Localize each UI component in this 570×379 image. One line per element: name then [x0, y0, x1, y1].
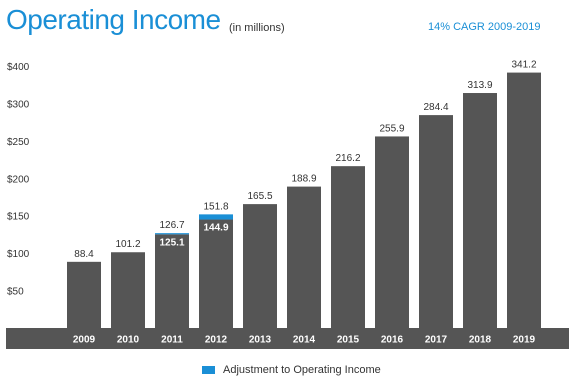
y-tick-label: $400: [7, 62, 30, 73]
value-label-2011: 126.7: [159, 220, 184, 231]
y-tick-label: $150: [7, 212, 30, 223]
chart-subtitle: (in millions): [229, 22, 285, 34]
inner-value-label-2011: 125.1: [159, 237, 184, 248]
x-tick-label-2013: 2013: [249, 335, 272, 346]
value-labels: 88.4 101.2 126.7 125.1 151.8 144.9 165.5 188.9 2…: [74, 60, 537, 260]
x-tick-label-2018: 2018: [469, 335, 492, 346]
y-tick-label: $250: [7, 137, 30, 148]
x-tick-label-2017: 2017: [425, 335, 448, 346]
bar-2019: [507, 72, 541, 328]
bar-2010: [111, 252, 145, 328]
x-tick-label-2019: 2019: [513, 335, 536, 346]
value-label-2018: 313.9: [467, 80, 492, 91]
bar-2017: [419, 115, 453, 328]
bar-2018: [463, 93, 497, 328]
x-axis-band-rect: [6, 328, 569, 349]
x-tick-label-2012: 2012: [205, 335, 228, 346]
x-axis-labels: 2009 2010 2011 2012 2013 2014 2015 2016 2017 2018…: [73, 335, 536, 346]
chart-title: Operating Income: [6, 4, 221, 35]
adjustment-bar-2011: [155, 233, 189, 235]
x-axis-band: [6, 328, 569, 349]
value-label-2010: 101.2: [115, 239, 140, 250]
x-tick-label-2016: 2016: [381, 335, 404, 346]
y-tick-label: $50: [7, 287, 24, 298]
legend-label: Adjustment to Operating Income: [223, 364, 381, 376]
bar-2014: [287, 186, 321, 328]
bar-2015: [331, 166, 365, 328]
adjustment-bar-2012: [199, 214, 233, 220]
x-tick-label-2010: 2010: [117, 335, 140, 346]
value-label-2015: 216.2: [335, 153, 360, 164]
legend: Adjustment to Operating Income: [202, 364, 381, 376]
value-label-2017: 284.4: [423, 102, 448, 113]
cagr-label: 14% CAGR 2009-2019: [428, 21, 541, 33]
bars: [67, 72, 541, 328]
value-label-2012: 151.8: [203, 201, 228, 212]
y-tick-label: $100: [7, 249, 30, 260]
y-tick-label: $300: [7, 99, 30, 110]
bar-2012: [199, 219, 233, 328]
y-axis: $400 $300 $250 $200 $150 $100 $50: [7, 62, 30, 298]
x-tick-label-2011: 2011: [161, 335, 183, 346]
x-tick-label-2014: 2014: [293, 335, 316, 346]
value-label-2013: 165.5: [247, 191, 272, 202]
bar-2016: [375, 136, 409, 328]
bar-2009: [67, 261, 101, 328]
y-tick-label: $200: [7, 174, 30, 185]
inner-value-label-2012: 144.9: [203, 223, 228, 234]
x-tick-label-2009: 2009: [73, 335, 96, 346]
bar-2011: [155, 234, 189, 328]
x-tick-label-2015: 2015: [337, 335, 360, 346]
value-label-2019: 341.2: [511, 60, 536, 71]
value-label-2014: 188.9: [291, 174, 316, 185]
value-label-2009: 88.4: [74, 249, 94, 260]
bar-2013: [243, 204, 277, 328]
value-label-2016: 255.9: [379, 123, 404, 134]
legend-swatch: [202, 366, 215, 374]
